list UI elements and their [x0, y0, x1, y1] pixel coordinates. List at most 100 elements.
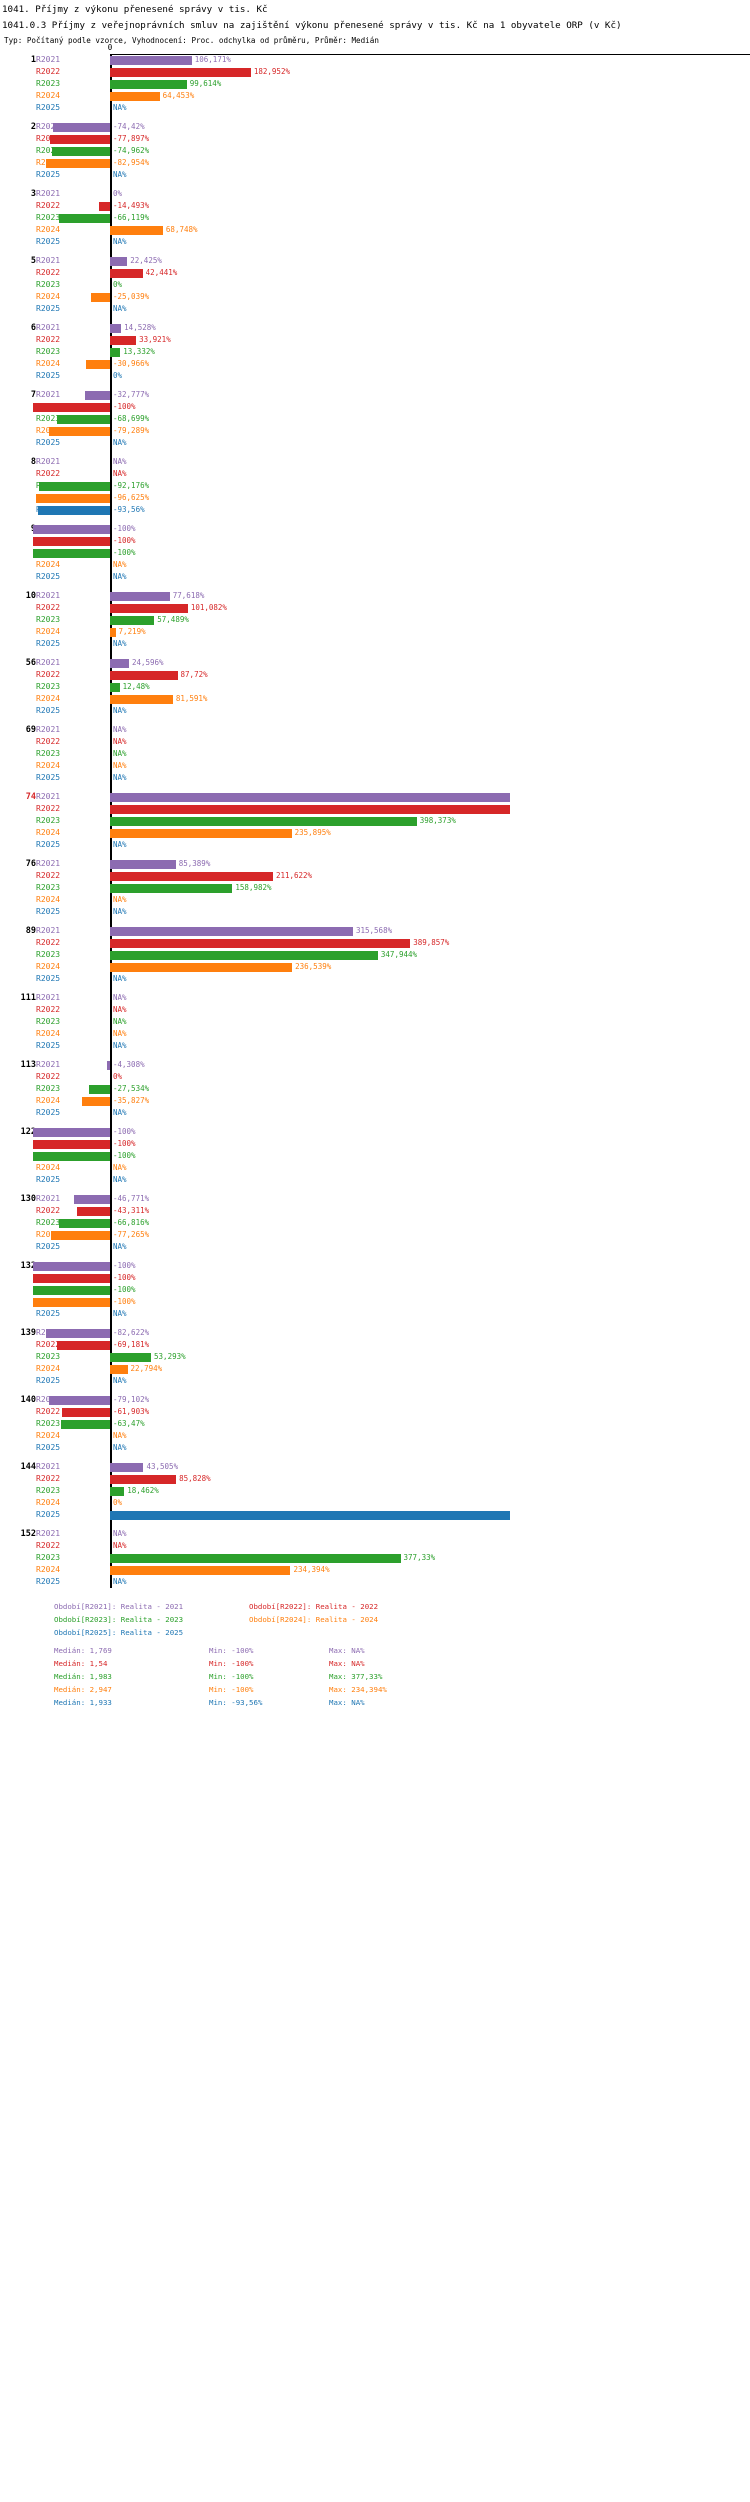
chart-group: 76 R2021 85,389% R2022 211,622% R2023 158,982%…	[0, 858, 750, 918]
bar-value-label: NA%	[113, 469, 127, 478]
chart-bar-row: R2024-82,954%	[0, 157, 750, 169]
chart-group: 74 R2021 R2022 R2023 398,373% R2024 235,895% R2…	[0, 791, 750, 851]
chart-bar-row: R2023 -74,962%	[0, 145, 750, 157]
chart-group: 113 R2021 -4,308% R2022 0% R2023 -27,534% R2024…	[0, 1059, 750, 1119]
bar-value-label: -77,897%	[113, 134, 150, 143]
stats-row: Medián: 1,769 Min: -100% Max: NA%	[54, 1646, 750, 1659]
chart-bar-row: R2024 64,453%	[0, 90, 750, 102]
legend-item: Období[R2022]: Realita - 2022	[249, 1602, 379, 1611]
series-label-r2023: R2023	[36, 749, 61, 758]
series-label-r2024: R2024	[36, 1096, 61, 1105]
bar-value-label: -100%	[113, 1127, 136, 1136]
stat-max: Max: NA%	[329, 1698, 365, 1707]
chart-bar-row: R2022 0%	[0, 1071, 750, 1083]
chart-bar-row: R2021 NA%	[0, 1528, 750, 1540]
stats-row: Medián: 1,983 Min: -100% Max: 377,33%	[54, 1672, 750, 1685]
bar-r2022	[110, 268, 143, 278]
chart-group: 3 R2021 0% R2022 -14,493% R2023 -66,119% R2024 6…	[0, 188, 750, 248]
bar-r2021	[110, 256, 128, 266]
chart-bar-row: R2023 18,462%	[0, 1485, 750, 1497]
series-label-r2025: R2025	[36, 1041, 61, 1050]
series-label-r2023: R2023	[36, 1352, 61, 1361]
series-label-r2025: R2025	[36, 304, 61, 313]
group-label: 144	[20, 1462, 36, 1472]
chart-bar-row: R2021-100%	[0, 1126, 750, 1138]
bar-r2024	[90, 292, 110, 302]
stats-row: Medián: 1,54 Min: -100% Max: NA%	[54, 1659, 750, 1672]
bar-value-label: NA%	[113, 639, 127, 648]
axis-top-line	[110, 54, 750, 55]
bar-value-label: 12,48%	[122, 682, 150, 691]
bar-value-label: -100%	[113, 1297, 136, 1306]
chart-bar-row: R2023 -63,47%	[0, 1418, 750, 1430]
series-label-r2025: R2025	[36, 1175, 61, 1184]
series-label-r2024: R2024	[36, 425, 98, 437]
bar-r2023	[33, 1151, 110, 1161]
bar-value-label: 101,082%	[190, 603, 227, 612]
chart-bar-row: R2022 182,952%	[0, 66, 750, 78]
group-label: 69	[25, 725, 36, 735]
bar-value-label: NA%	[113, 560, 127, 569]
bar-r2024	[110, 1565, 291, 1575]
chart-bar-row: R2023 12,48%	[0, 681, 750, 693]
series-label-r2023: R2023	[36, 1017, 61, 1026]
bar-value-label: -92,176%	[113, 481, 150, 490]
chart-bar-row: R2025 NA%	[0, 772, 750, 784]
bar-r2023	[59, 213, 110, 223]
chart-bar-row: R2022 NA%	[0, 1540, 750, 1552]
bar-r2022	[62, 1407, 110, 1417]
series-label-r2025: R2025	[36, 438, 61, 447]
series-label-r2023: R2023	[36, 213, 61, 222]
bar-value-label: 43,505%	[146, 1462, 179, 1471]
chart-bar-row: R2023 99,614%	[0, 78, 750, 90]
chart-bar-row: R2025 NA%	[0, 839, 750, 851]
bar-value-label: -100%	[113, 1261, 136, 1270]
bar-value-label: -77,265%	[113, 1230, 150, 1239]
chart-subtitle: Typ: Počítaný podle vzorce, Vyhodnocení:…	[4, 36, 379, 45]
series-label-r2021: R2021	[36, 1462, 61, 1471]
group-label: 130	[20, 1194, 36, 1204]
bar-r2021	[106, 1060, 110, 1070]
series-label-r2021: R2021	[36, 1395, 61, 1404]
group-spacer	[0, 382, 750, 389]
series-label-r2021: R2021	[36, 591, 61, 600]
series-label-r2023: R2023	[36, 950, 61, 959]
chart-bar-row: R2025 NA%	[0, 571, 750, 583]
series-label-r2023: R2023	[36, 816, 61, 825]
group-spacer	[0, 1119, 750, 1126]
bar-value-label: NA%	[113, 1309, 127, 1318]
bar-value-label: NA%	[113, 1577, 127, 1586]
series-label-r2022: R2022	[36, 871, 61, 880]
chart-bar-row: R2024 NA%	[0, 760, 750, 772]
chart-bar-row: R2025 NA%	[0, 169, 750, 181]
chart-bar-row: R2025-93,56%	[0, 504, 750, 516]
bar-value-label: NA%	[113, 1443, 127, 1452]
bar-value-label: NA%	[113, 1541, 127, 1550]
series-label-r2024: R2024	[36, 761, 61, 770]
series-label-r2023: R2023	[36, 1553, 61, 1562]
chart-bar-row: R2024 -30,966%	[0, 358, 750, 370]
series-label-r2022: R2022	[36, 670, 61, 679]
bar-value-label: -32,777%	[113, 390, 150, 399]
chart-bar-row: R2023 13,332%	[0, 346, 750, 358]
chart-title-line-1: 1041. Příjmy z výkonu přenesené správy v…	[2, 4, 268, 15]
legend-item: Období[R2025]: Realita - 2025	[54, 1628, 184, 1637]
series-label-r2023: R2023	[36, 347, 61, 356]
series-label-r2022: R2022	[36, 938, 61, 947]
bar-r2023	[39, 481, 110, 491]
chart-bar-row: R2024-96,625%	[0, 492, 750, 504]
bar-value-label: NA%	[113, 773, 127, 782]
bar-value-label: -25,039%	[113, 292, 150, 301]
chart-bar-row: R2024 NA%	[0, 1028, 750, 1040]
series-label-r2025: R2025	[36, 974, 61, 983]
bar-value-label: NA%	[113, 907, 127, 916]
group-spacer	[0, 851, 750, 858]
series-label-r2024: R2024	[36, 694, 61, 703]
chart-bar-row: R2024 7,219%	[0, 626, 750, 638]
bar-r2023	[52, 146, 110, 156]
stat-median: Medián: 1,933	[54, 1698, 112, 1707]
bar-r2021	[110, 859, 176, 869]
bar-r2021	[110, 792, 511, 802]
chart-bar-row: R2024 NA%	[0, 894, 750, 906]
